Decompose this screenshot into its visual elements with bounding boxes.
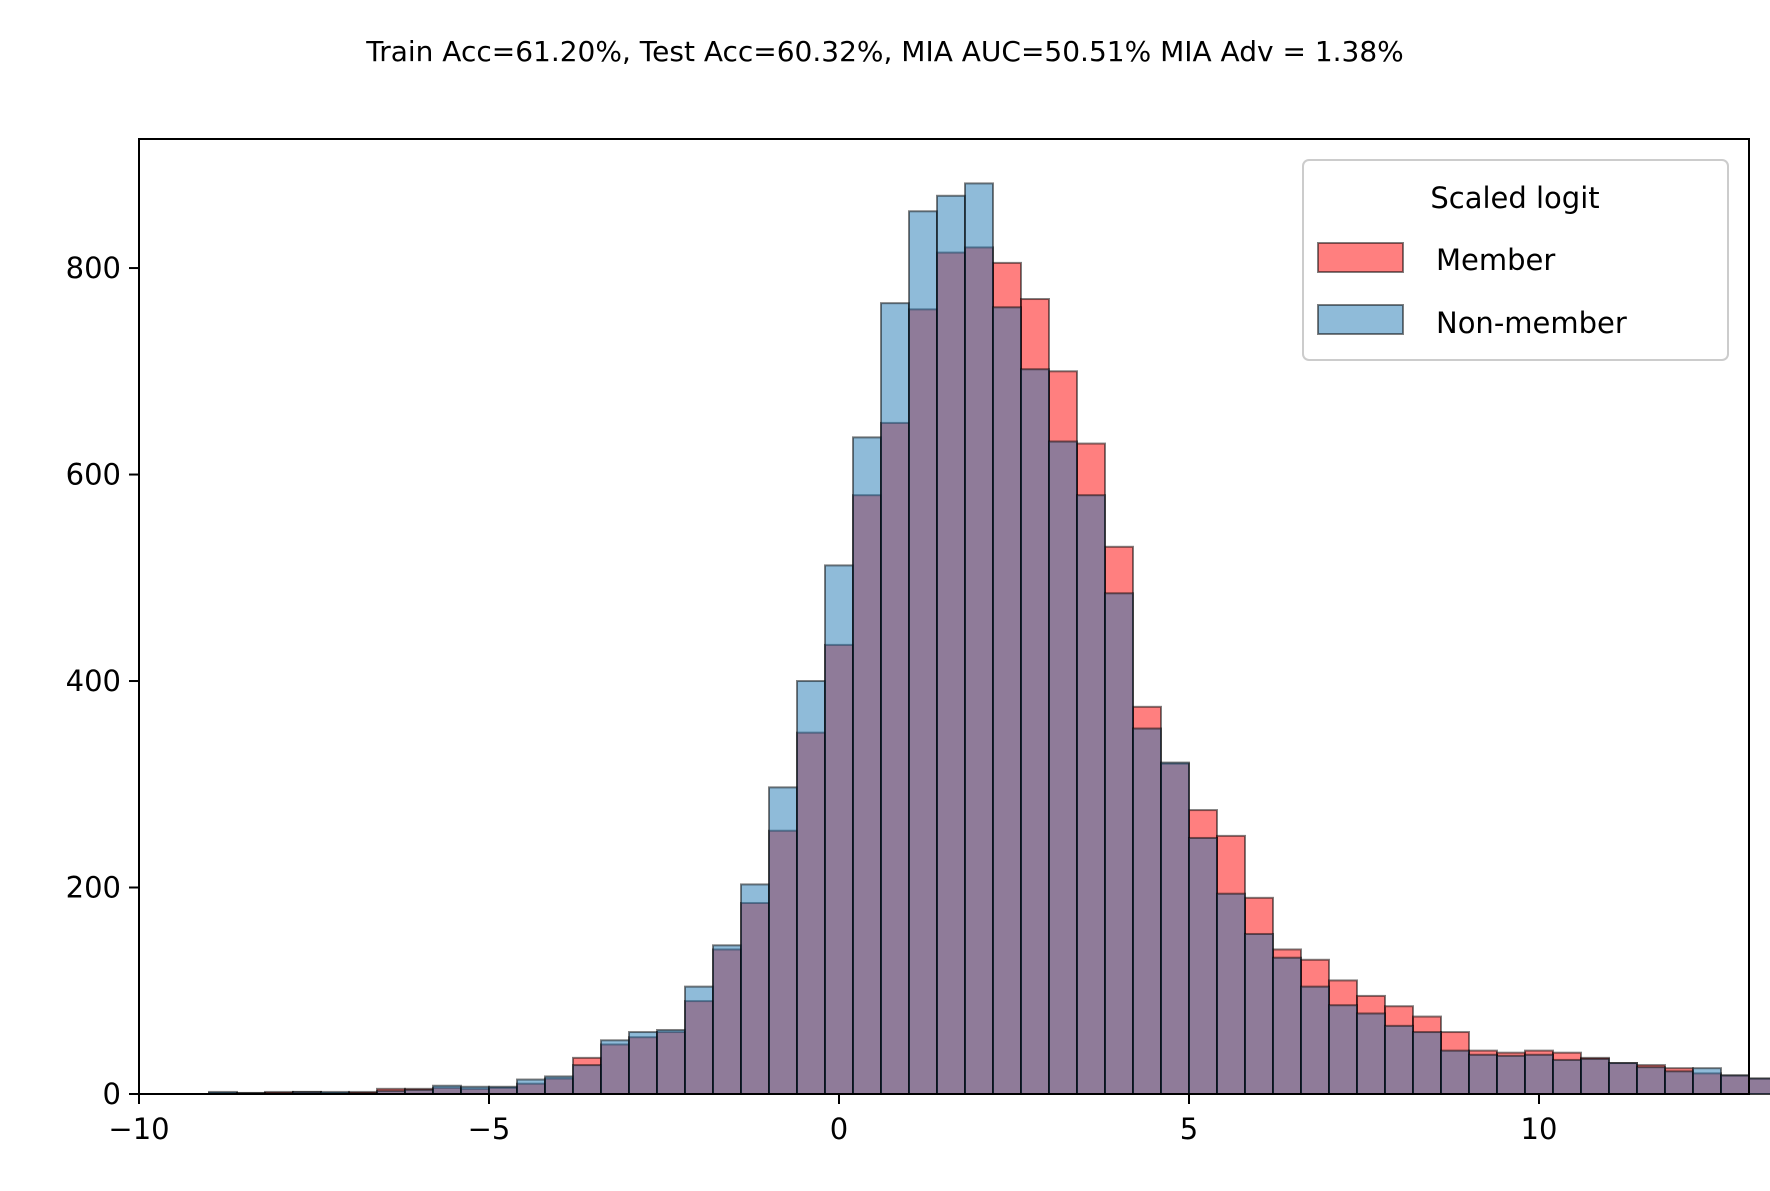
- bar-non-member-49: [1580, 1057, 1610, 1096]
- chart-title: Train Acc=61.20%, Test Acc=60.32%, MIA A…: [365, 35, 1404, 68]
- bar-non-member-30: [1048, 440, 1078, 1096]
- bar-non-member-51: [1636, 1066, 1666, 1095]
- bar-non-member-8: [432, 1084, 462, 1096]
- bar-non-member-35: [1188, 836, 1218, 1096]
- bar-non-member-52: [1664, 1070, 1694, 1096]
- bar-non-member-48: [1552, 1058, 1582, 1095]
- bar-non-member-25: [908, 210, 938, 1095]
- y-tick-label: 800: [66, 251, 121, 285]
- legend-swatch-non-member: [1317, 304, 1404, 335]
- bar-non-member-38: [1272, 956, 1302, 1096]
- bar-non-member-42: [1384, 1024, 1414, 1096]
- bar-non-member-34: [1160, 761, 1190, 1095]
- y-axis: 0 200 400 600 800: [66, 251, 139, 1111]
- legend-label-member: Member: [1436, 243, 1555, 277]
- y-tick-label: 400: [66, 664, 121, 698]
- bar-non-member-17: [684, 985, 714, 1095]
- bar-non-member-26: [936, 194, 966, 1095]
- bar-non-member-22: [824, 564, 854, 1095]
- x-tick-label: 0: [830, 1112, 848, 1146]
- bar-non-member-11: [516, 1078, 546, 1095]
- legend-swatch-member: [1317, 242, 1404, 273]
- bar-non-member-46: [1496, 1054, 1526, 1096]
- bar-non-member-53: [1692, 1067, 1722, 1096]
- bar-non-member-47: [1524, 1053, 1554, 1096]
- legend-label-non-member: Non-member: [1436, 306, 1627, 340]
- bar-non-member-40: [1328, 1004, 1358, 1096]
- bar-non-member-43: [1412, 1031, 1442, 1096]
- bar-non-member-20: [768, 786, 798, 1095]
- x-tick-label: −5: [468, 1112, 511, 1146]
- bar-non-member-29: [1020, 368, 1050, 1095]
- legend: Scaled logit Member Non-member: [1302, 159, 1729, 361]
- x-axis: −10 −5 0 5 10: [108, 1094, 1557, 1146]
- bar-non-member-12: [544, 1075, 574, 1095]
- bar-non-member-45: [1468, 1053, 1498, 1096]
- bar-non-member-10: [488, 1085, 518, 1095]
- bar-non-member-55: [1748, 1077, 1770, 1096]
- legend-box: [1302, 159, 1729, 361]
- bar-non-member-33: [1132, 727, 1162, 1095]
- y-tick-label: 200: [66, 871, 121, 905]
- bar-non-member-19: [740, 883, 770, 1095]
- y-tick-label: 0: [103, 1077, 121, 1111]
- bar-non-member-32: [1104, 592, 1134, 1095]
- bar-non-member-13: [572, 1064, 602, 1096]
- plot-area-frame: [138, 138, 1750, 1095]
- y-tick-label: 600: [66, 458, 121, 492]
- bar-non-member-24: [880, 302, 910, 1096]
- bar-non-member-39: [1300, 985, 1330, 1095]
- bar-non-member-37: [1244, 932, 1274, 1095]
- bar-non-member-44: [1440, 1049, 1470, 1095]
- bar-non-member-54: [1720, 1074, 1750, 1096]
- bar-non-member-27: [964, 182, 994, 1095]
- bar-non-member-18: [712, 944, 742, 1095]
- bar-non-member-21: [796, 680, 826, 1095]
- legend-title: Scaled logit: [1430, 181, 1599, 215]
- bar-non-member-14: [600, 1039, 630, 1095]
- bar-non-member-31: [1076, 494, 1106, 1095]
- bar-non-member-23: [852, 436, 882, 1095]
- x-tick-label: 5: [1180, 1112, 1198, 1146]
- bar-non-member-15: [628, 1031, 658, 1096]
- bar-non-member-36: [1216, 892, 1246, 1096]
- x-tick-label: −10: [108, 1112, 169, 1146]
- bar-non-member-28: [992, 306, 1022, 1095]
- non-member-bars: [208, 182, 1770, 1096]
- x-tick-label: 10: [1521, 1112, 1558, 1146]
- bar-non-member-9: [460, 1085, 490, 1095]
- bar-non-member-16: [656, 1028, 686, 1095]
- bar-non-member-41: [1356, 1012, 1386, 1096]
- bar-non-member-50: [1608, 1062, 1638, 1095]
